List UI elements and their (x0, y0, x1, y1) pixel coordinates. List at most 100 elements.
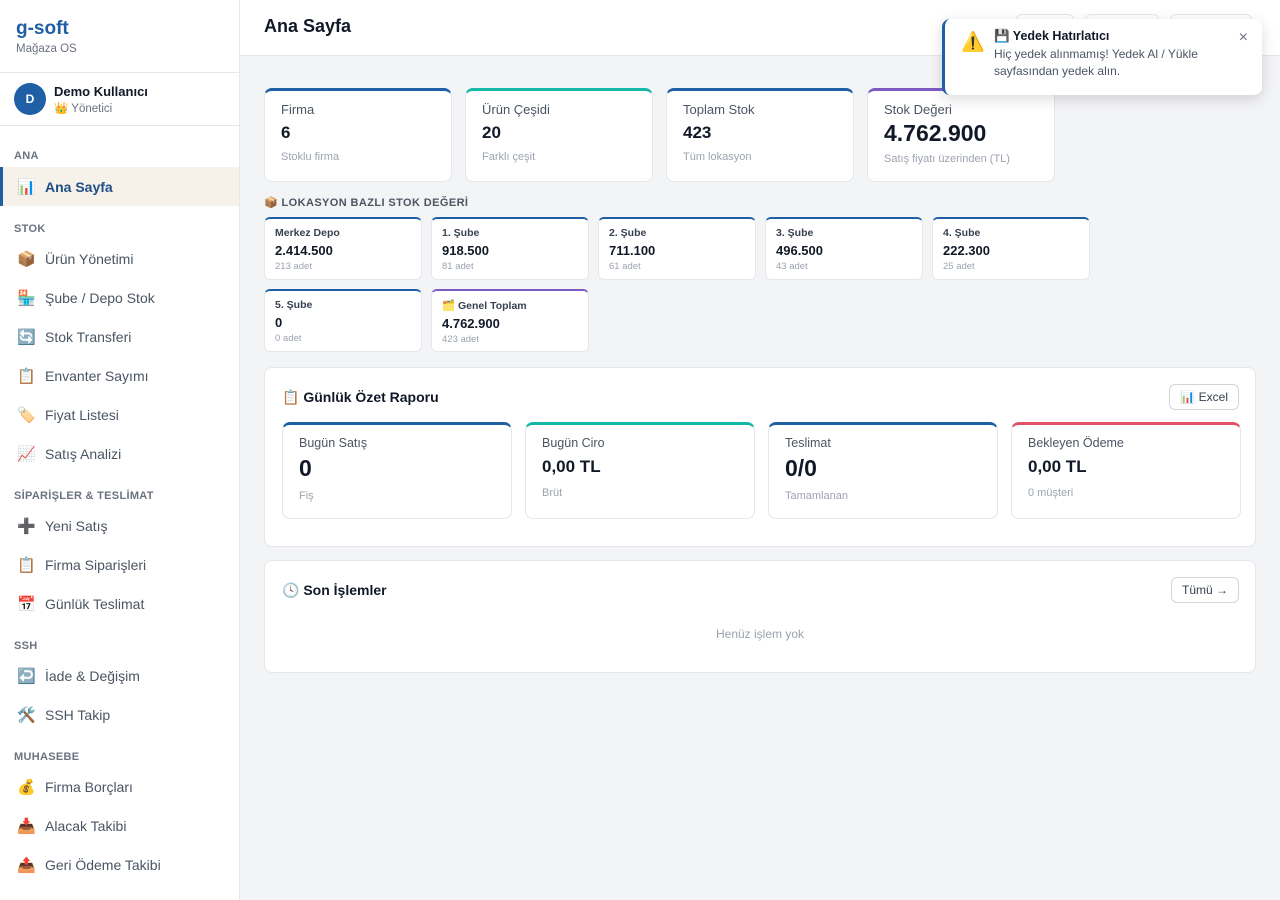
tools-icon: 🛠️ (17, 706, 36, 724)
plus-icon: ➕ (17, 517, 36, 535)
store-icon: 🏪 (17, 289, 36, 307)
location-card: 4. Şube 222.300 25 adet (932, 217, 1090, 280)
stat-cards: Firma 6 Stoklu firma Ürün Çeşidi 20 Fark… (264, 88, 1256, 182)
sidebar-item-sales-analysis[interactable]: 📈 Satış Analizi (0, 434, 239, 473)
inbox-tray-icon: 📥 (17, 817, 36, 835)
warning-icon: ⚠️ (961, 32, 985, 53)
sidebar-item-ssh-tracking[interactable]: 🛠️ SSH Takip (0, 695, 239, 734)
sidebar-item-products[interactable]: 📦 Ürün Yönetimi (0, 239, 239, 278)
location-total-count: 423 adet (442, 334, 479, 345)
location-value: 496.500 (776, 243, 823, 258)
sidebar-item-label: Envanter Sayımı (45, 367, 149, 384)
location-card: 2. Şube 711.100 61 adet (598, 217, 756, 280)
transfer-icon: 🔄 (17, 328, 36, 346)
location-card: Merkez Depo 2.414.500 213 adet (264, 217, 422, 280)
daily-value: 0,00 TL (1028, 457, 1087, 476)
location-count: 213 adet (275, 261, 312, 272)
sidebar-item-home[interactable]: 📊 Ana Sayfa (0, 167, 239, 206)
user-name: Demo Kullanıcı (54, 83, 148, 99)
stat-card-stock-value: Stok Değeri 4.762.900 Satış fiyatı üzeri… (867, 88, 1055, 182)
sidebar-item-daily-delivery[interactable]: 📅 Günlük Teslimat (0, 584, 239, 623)
location-card: 5. Şube 0 0 adet (264, 289, 422, 352)
stat-sub: Farklı çeşit (482, 151, 536, 163)
stat-label: Toplam Stok (683, 102, 755, 117)
tag-icon: 🏷️ (17, 406, 36, 424)
sidebar-item-label: Geri Ödeme Takibi (45, 856, 161, 873)
location-name: 1. Şube (442, 227, 480, 239)
daily-value: 0,00 TL (542, 457, 601, 476)
sidebar-item-refunds[interactable]: 📤 Geri Ödeme Takibi (0, 845, 239, 884)
main-content: Firma 6 Stoklu firma Ürün Çeşidi 20 Fark… (264, 88, 1256, 673)
return-arrow-icon: ↩️ (17, 667, 36, 685)
close-icon[interactable]: × (1238, 29, 1248, 46)
sidebar-item-label: Şube / Depo Stok (45, 289, 155, 306)
location-grid: Merkez Depo 2.414.500 213 adet 1. Şube 9… (264, 217, 1256, 352)
excel-export-button[interactable]: 📊 Excel (1169, 384, 1239, 410)
sidebar-item-label: Stok Transferi (45, 328, 132, 345)
sidebar-item-inventory[interactable]: 📋 Envanter Sayımı (0, 356, 239, 395)
sidebar-item-receivables[interactable]: 📥 Alacak Takibi (0, 806, 239, 845)
sidebar-item-transfer[interactable]: 🔄 Stok Transferi (0, 317, 239, 356)
sidebar-item-company-debts[interactable]: 💰 Firma Borçları (0, 767, 239, 806)
stat-card-firma: Firma 6 Stoklu firma (264, 88, 452, 182)
sidebar-item-returns[interactable]: ↩️ İade & Değişim (0, 656, 239, 695)
calendar-icon: 📅 (17, 595, 36, 613)
stat-sub: Stoklu firma (281, 151, 340, 163)
daily-label: Bugün Satış (299, 436, 368, 450)
location-total-card: 🗂️ Genel Toplam 4.762.900 423 adet (431, 289, 589, 352)
sidebar-item-company-orders[interactable]: 📋 Firma Siparişleri (0, 545, 239, 584)
toast-title: 💾 Yedek Hatırlatıcı (994, 29, 1110, 43)
daily-card-sales: Bugün Satış 0 Fiş (282, 422, 512, 519)
nav-section-stok: STOK (14, 223, 46, 235)
sidebar-item-new-sale[interactable]: ➕ Yeni Satış (0, 506, 239, 545)
toast-message: Hiç yedek alınmamış! Yedek Al / Yükle sa… (994, 47, 1198, 78)
daily-sub: Tamamlanan (785, 490, 848, 502)
sidebar-item-branch-stock[interactable]: 🏪 Şube / Depo Stok (0, 278, 239, 317)
location-value: 0 (275, 315, 283, 330)
daily-sub: 0 müşteri (1028, 487, 1074, 499)
stat-value: 20 (482, 123, 501, 142)
brand-name: g-soft (16, 18, 69, 39)
location-count: 25 adet (943, 261, 975, 272)
sidebar-item-label: Günlük Teslimat (45, 595, 145, 612)
location-value: 711.100 (609, 243, 656, 258)
stat-card-product-types: Ürün Çeşidi 20 Farklı çeşit (465, 88, 653, 182)
location-value: 918.500 (442, 243, 489, 258)
outbox-tray-icon: 📤 (17, 856, 36, 874)
stat-sub: Satış fiyatı üzerinden (TL) (884, 153, 1010, 165)
location-total-name: 🗂️ Genel Toplam (442, 300, 527, 312)
location-name: 3. Şube (776, 227, 814, 239)
daily-value: 0 (299, 455, 312, 481)
sidebar: g-soft Mağaza OS D Demo Kullanıcı 👑 Yöne… (0, 0, 240, 900)
sidebar-item-label: Fiyat Listesi (45, 406, 119, 423)
user-profile[interactable]: D Demo Kullanıcı 👑 Yönetici (0, 73, 239, 126)
daily-sub: Brüt (542, 487, 563, 499)
daily-card-pending-payment: Bekleyen Ödeme 0,00 TL 0 müşteri (1011, 422, 1241, 519)
location-count: 61 adet (609, 261, 641, 272)
daily-sub: Fiş (299, 490, 314, 502)
sidebar-item-price-list[interactable]: 🏷️ Fiyat Listesi (0, 395, 239, 434)
sidebar-item-label: Ürün Yönetimi (45, 250, 134, 267)
sidebar-item-label: Alacak Takibi (45, 817, 127, 834)
nav-section-ana: ANA (14, 150, 39, 162)
brand-subtitle: Mağaza OS (16, 43, 77, 55)
daily-label: Bekleyen Ödeme (1028, 436, 1124, 450)
backup-reminder-toast: ⚠️ 💾 Yedek Hatırlatıcı Hiç yedek alınmam… (942, 19, 1262, 95)
sidebar-item-label: SSH Takip (45, 706, 111, 723)
user-role: 👑 Yönetici (54, 102, 113, 115)
daily-summary-cards: Bugün Satış 0 Fiş Bugün Ciro 0,00 TL Brü… (282, 422, 1241, 519)
bar-chart-icon: 📊 (17, 178, 36, 196)
location-count: 43 adet (776, 261, 808, 272)
empty-state-text: Henüz işlem yok (715, 627, 805, 641)
nav-section-accounting: MUHASEBE (14, 751, 80, 763)
view-all-button[interactable]: Tümü → (1170, 577, 1239, 603)
location-card: 3. Şube 496.500 43 adet (765, 217, 923, 280)
location-count: 81 adet (442, 261, 474, 272)
stat-label: Ürün Çeşidi (482, 102, 550, 117)
page-title: Ana Sayfa (264, 16, 352, 36)
location-value: 222.300 (943, 243, 990, 258)
recent-transactions-title: 🕓 Son İşlemler (282, 582, 387, 598)
location-name: 4. Şube (943, 227, 981, 239)
daily-summary-title: 📋 Günlük Özet Raporu (282, 389, 439, 405)
location-name: 2. Şube (609, 227, 647, 239)
